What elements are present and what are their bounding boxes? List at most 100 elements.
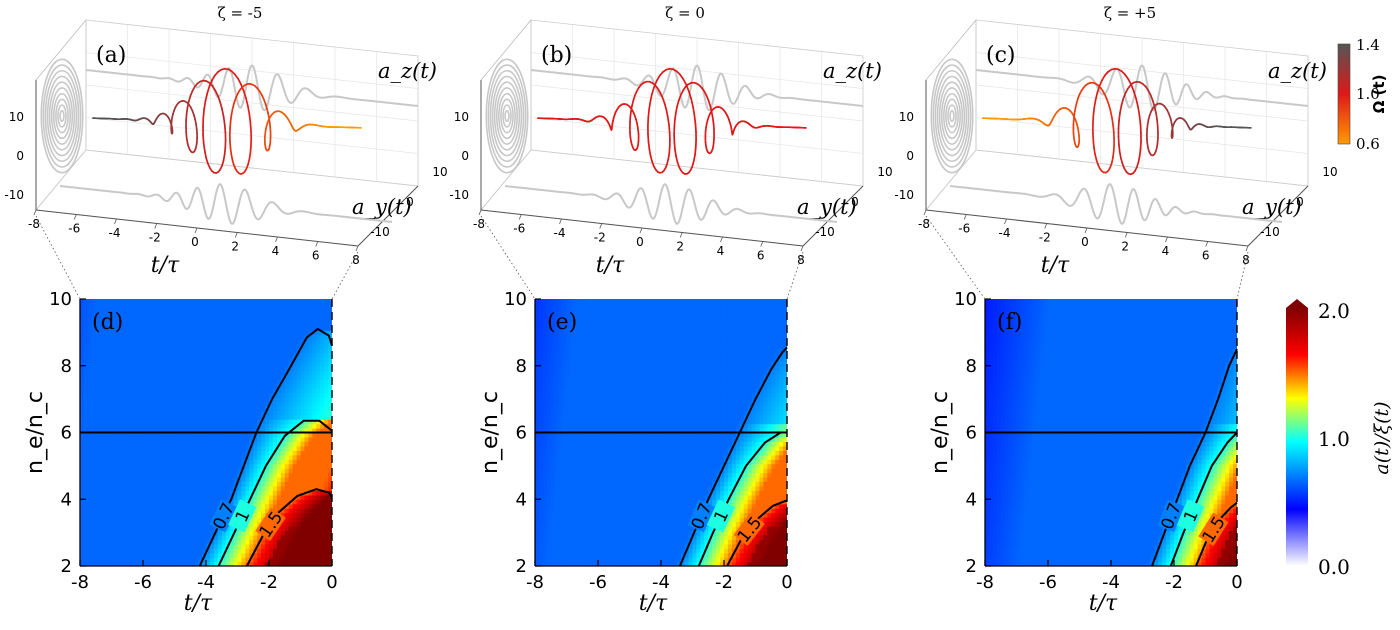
heatmap-cell <box>135 552 140 558</box>
heatmap-cell <box>300 361 305 367</box>
heatmap-cell <box>272 477 278 482</box>
heatmap-cell <box>265 494 270 500</box>
heatmap-cell <box>221 454 227 460</box>
heatmap-cell <box>261 450 266 456</box>
heatmap-cell <box>95 436 101 442</box>
heatmap-cell <box>296 445 302 451</box>
heatmap-cell <box>99 494 105 500</box>
heatmap-cell <box>146 423 152 429</box>
heatmap-cell <box>194 410 199 416</box>
heatmap-cell <box>111 543 116 549</box>
heatmap-cell <box>127 494 132 500</box>
heatmap-cell <box>253 352 258 358</box>
heatmap-cell <box>221 477 227 482</box>
heatmap-cell <box>288 441 294 447</box>
heatmap-cell <box>146 348 152 353</box>
heatmap-cell <box>150 334 156 340</box>
heatmap-cell <box>83 454 89 460</box>
heatmap-cell <box>119 561 124 566</box>
heatmap-cell <box>135 361 140 367</box>
heatmap-cell <box>272 356 278 362</box>
heatmap-cell <box>202 499 207 505</box>
heatmap-cell <box>150 388 156 393</box>
heatmap-cell <box>265 321 270 327</box>
heatmap-cell <box>261 396 266 402</box>
heatmap-cell <box>170 436 176 442</box>
heatmap-cell <box>115 392 120 398</box>
heatmap-cell <box>233 352 239 358</box>
heatmap-cell <box>269 356 274 362</box>
heatmap-cell <box>272 414 278 420</box>
heatmap-cell <box>237 477 242 482</box>
heatmap-cell <box>265 459 270 465</box>
heatmap-cell <box>288 423 294 429</box>
heatmap-cell <box>280 557 286 563</box>
heatmap-cell <box>107 557 113 563</box>
heatmap-cell <box>111 414 116 420</box>
heatmap-cell <box>154 396 160 402</box>
heatmap-cell <box>162 445 168 451</box>
heatmap-cell <box>276 552 282 558</box>
helix-segment <box>649 92 654 102</box>
heatmap-cell <box>158 343 164 349</box>
heatmap-cell <box>237 423 242 429</box>
heatmap-cell <box>87 472 93 478</box>
heatmap-cell <box>217 325 223 331</box>
heatmap-cell <box>80 388 85 393</box>
heatmap-cell <box>182 432 187 438</box>
heatmap-cell <box>229 450 235 456</box>
heatmap-cell <box>284 539 290 545</box>
heatmap-cell <box>300 388 305 393</box>
heatmap-cell <box>229 445 235 451</box>
heatmap-cell <box>324 521 329 527</box>
heatmap-cell <box>288 526 294 531</box>
heatmap-cell <box>186 512 191 518</box>
heatmap-cell <box>221 352 227 358</box>
heatmap-cell <box>178 459 183 465</box>
heatmap-cell <box>174 370 179 376</box>
heatmap-cell <box>316 374 321 380</box>
heatmap-cell <box>284 490 290 496</box>
heatmap-cell <box>111 334 116 340</box>
heatmap-cell <box>241 392 246 398</box>
heatmap-cell <box>178 401 183 407</box>
heatmap-cell <box>229 339 235 345</box>
heatmap-cell <box>99 348 105 353</box>
heatmap-cell <box>241 361 246 367</box>
heatmap-cell <box>190 459 195 465</box>
heatmap-cell <box>166 490 172 496</box>
heatmap-cell <box>123 490 128 496</box>
heatmap-cell <box>87 356 93 362</box>
heatmap-cell <box>206 321 211 327</box>
heatmap-cell <box>320 365 325 371</box>
heatmap-cell <box>265 330 270 336</box>
heatmap-cell <box>178 325 183 331</box>
heatmap-cell <box>170 490 176 496</box>
heatmap-cell <box>280 392 286 398</box>
heatmap-cell <box>257 512 262 518</box>
heatmap-cell <box>233 419 239 425</box>
heatmap-cell <box>174 343 179 349</box>
heatmap-cell <box>213 503 219 509</box>
heatmap-cell <box>245 539 250 545</box>
heatmap-cell <box>95 463 101 469</box>
heatmap-cell <box>127 392 132 398</box>
heatmap-cell <box>166 441 172 447</box>
heatmap-cell <box>265 401 270 407</box>
heatmap-cell <box>111 481 116 487</box>
heatmap-cell <box>80 494 85 500</box>
heatmap-cell <box>107 530 113 536</box>
heatmap-cell <box>249 348 254 353</box>
heatmap-cell <box>292 370 298 376</box>
heatmap-cell <box>166 356 172 362</box>
heatmap-cell <box>182 526 187 531</box>
heatmap-cell <box>198 539 203 545</box>
heatmap-cell <box>221 325 227 331</box>
heatmap-cell <box>206 490 211 496</box>
heatmap-cell <box>115 361 120 367</box>
heatmap-cell <box>328 521 332 527</box>
heatmap-cell <box>221 396 227 402</box>
heatmap-cell <box>111 330 116 336</box>
heatmap-cell <box>91 468 97 474</box>
heatmap-cell <box>139 517 144 523</box>
